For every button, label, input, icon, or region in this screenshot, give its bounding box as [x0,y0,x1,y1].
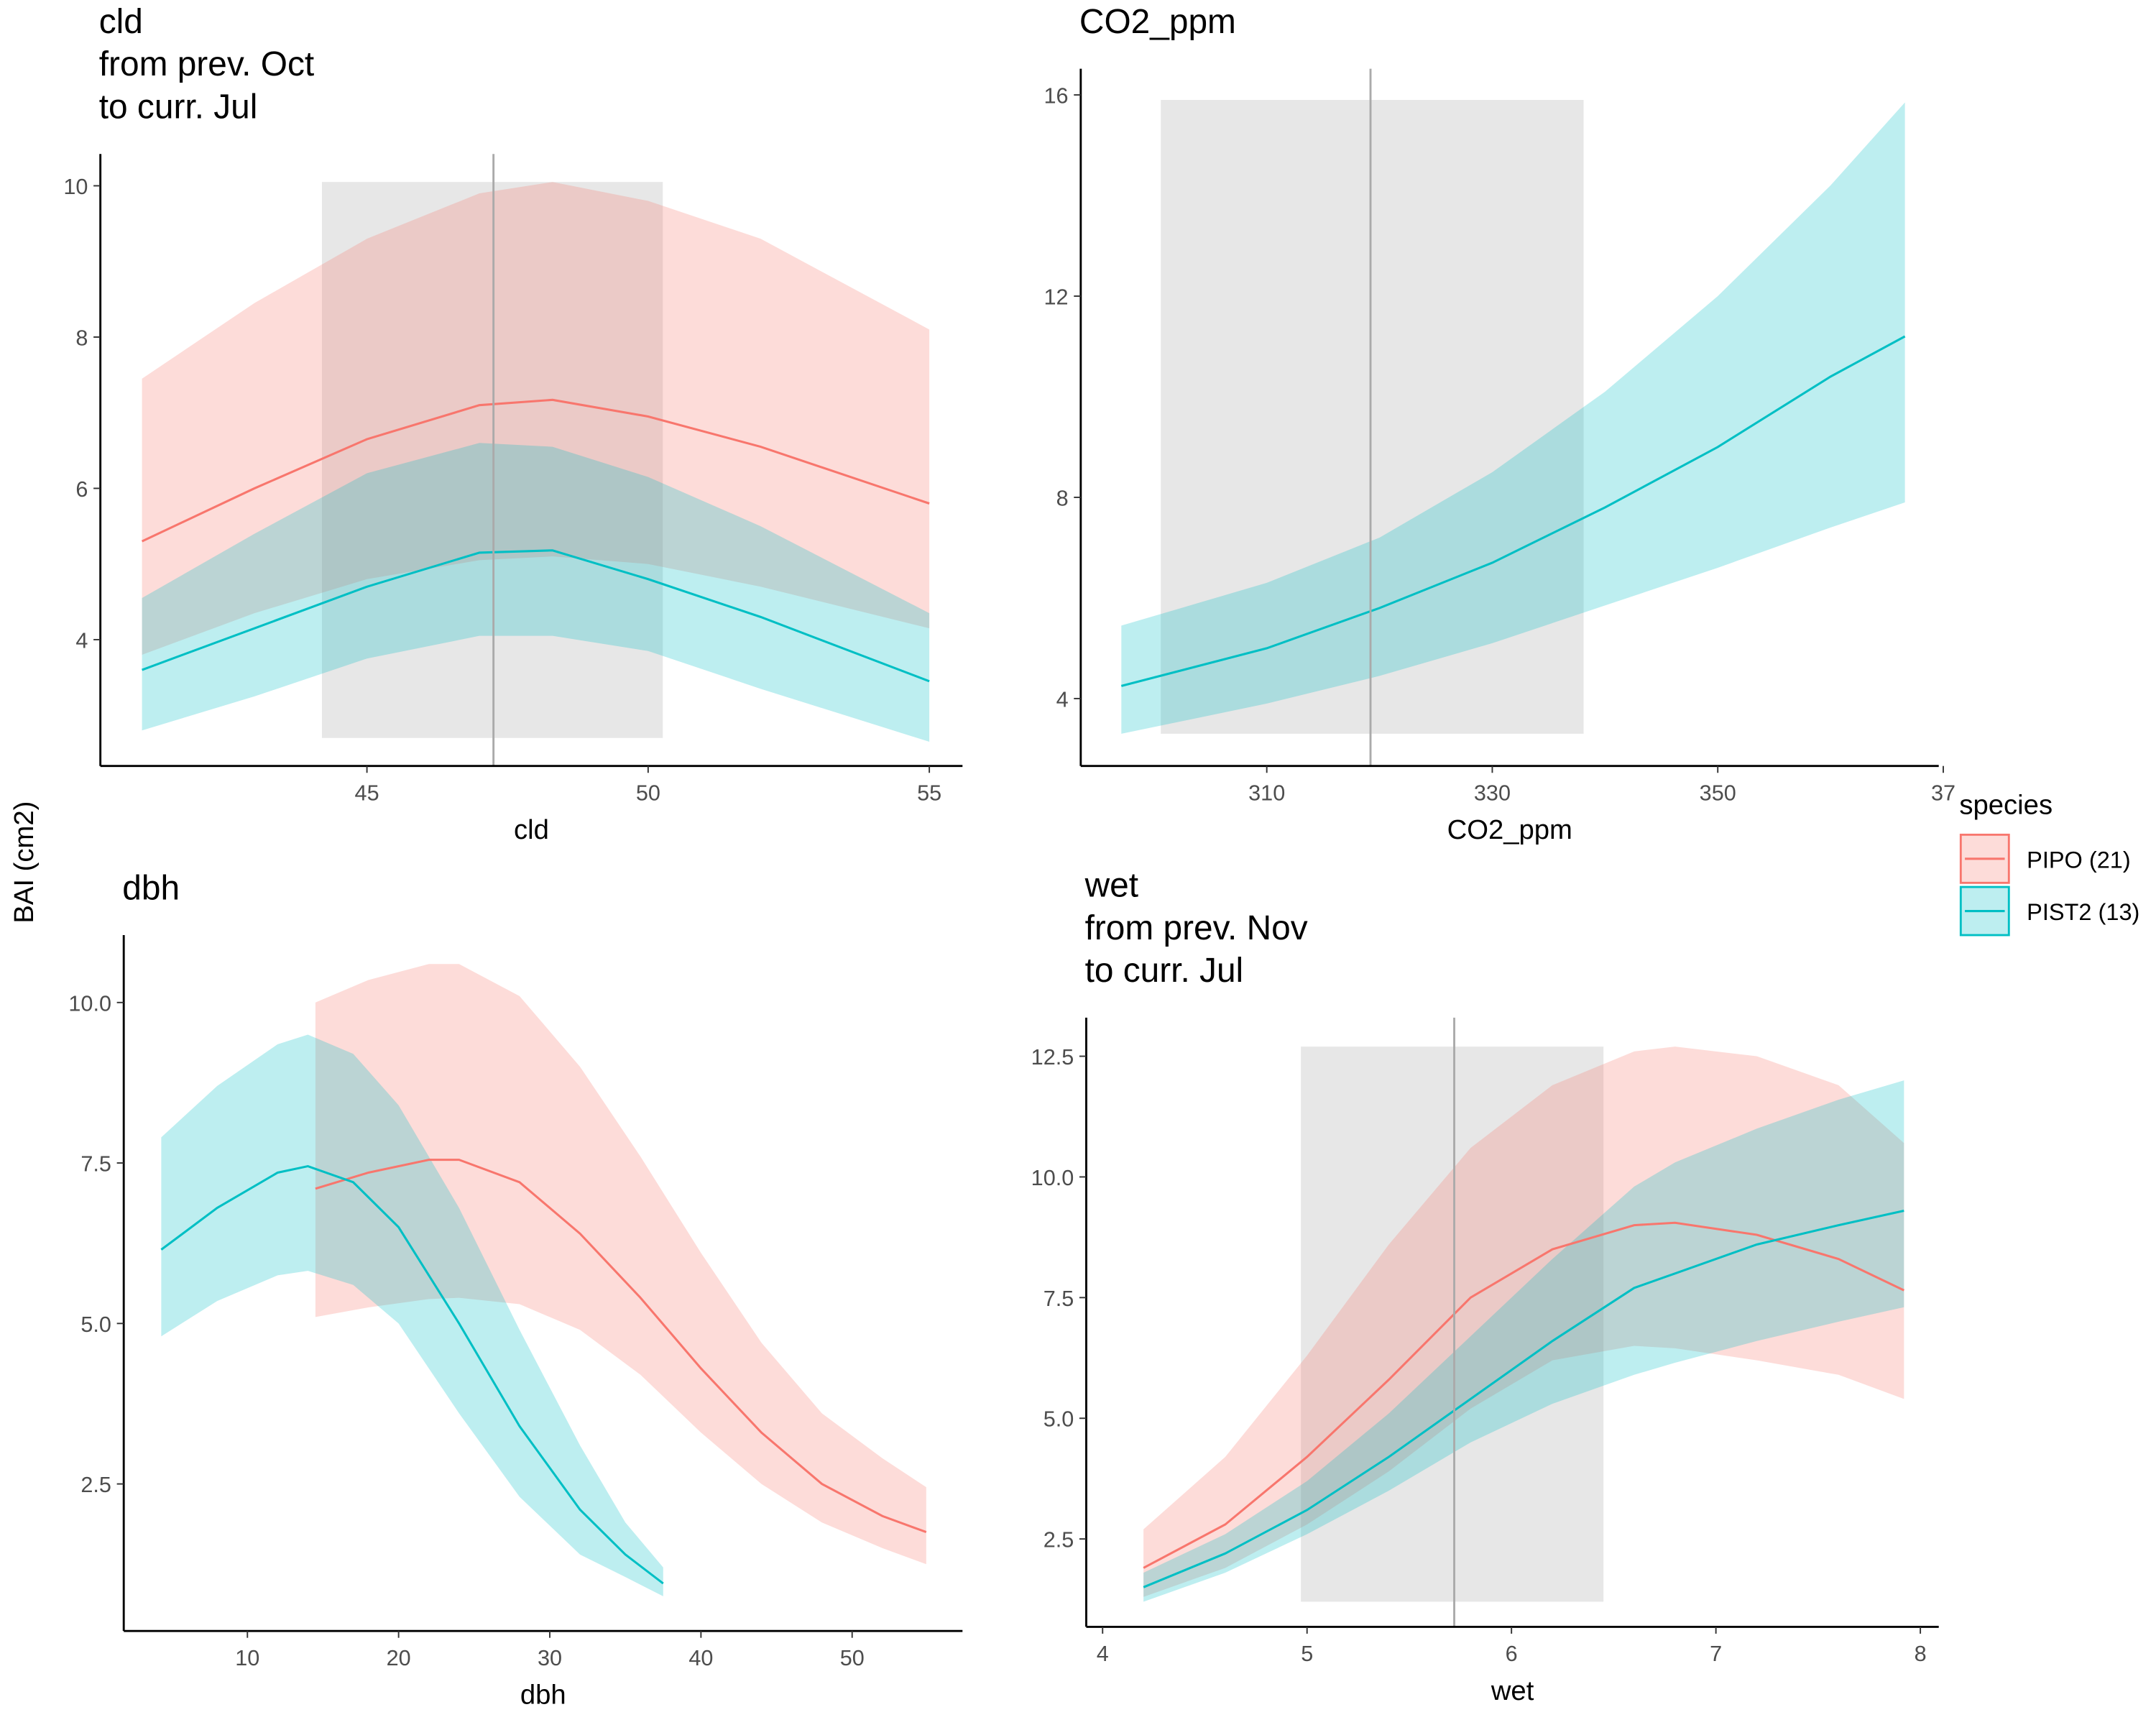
chart-title: from prev. Nov [1085,909,1308,947]
y-tick-label: 6 [75,477,88,502]
shaded-region [1301,1046,1604,1602]
chart-title: cld [99,3,143,41]
confidence-band [1121,102,1905,734]
legend-label: PIPO (21) [2027,847,2131,873]
chart-title: dbh [122,869,180,907]
x-tick-label: 50 [840,1646,865,1670]
x-axis-label: CO2_ppm [1447,814,1572,845]
x-tick-label: 310 [1248,781,1285,806]
y-tick-label: 5.0 [80,1312,111,1337]
line [315,1159,927,1534]
chart-title: to curr. Jul [1085,952,1244,990]
line [1143,1209,1904,1588]
confidence-band [1143,1046,1904,1597]
y-tick-label: 2.5 [1044,1528,1074,1552]
y-tick-label: 16 [1044,84,1069,109]
y-tick-label: 7.5 [80,1152,111,1177]
x-tick-label: 55 [917,781,941,806]
legend-title: species [1959,790,2053,821]
y-tick-label: 4 [75,628,88,653]
x-axis-label: cld [514,814,549,845]
x-tick-label: 45 [355,781,379,806]
x-tick-label: 5 [1301,1642,1313,1666]
chart-title: to curr. Jul [99,88,258,126]
x-tick-label: 30 [538,1646,562,1670]
legend-label: PIST2 (13) [2027,899,2139,925]
x-tick-label: 7 [1710,1642,1722,1666]
y-tick-label: 8 [75,326,88,350]
x-tick-label: 37 [1931,781,1955,806]
x-tick-label: 10 [235,1646,259,1670]
x-tick-label: 40 [688,1646,713,1670]
y-tick-label: 7.5 [1044,1287,1074,1311]
confidence-band [161,1034,663,1596]
y-tick-label: 12 [1044,285,1069,309]
x-tick-label: 50 [636,781,660,806]
line [141,398,930,543]
confidence-band [1143,1080,1904,1602]
confidence-band [315,964,926,1565]
y-tick-label: 5.0 [1044,1407,1074,1432]
x-tick-label: 330 [1474,781,1511,806]
x-tick-label: 6 [1506,1642,1518,1666]
shaded-region [1161,100,1584,734]
chart-title: wet [1084,866,1138,904]
y-tick-label: 10.0 [68,991,111,1016]
line [1120,335,1906,687]
x-axis-label: wet [1491,1675,1534,1706]
x-tick-label: 4 [1097,1642,1109,1666]
y-tick-label: 2.5 [80,1473,111,1497]
y-tick-label: 4 [1056,687,1069,712]
shaded-region [321,182,663,738]
x-axis-label: dbh [520,1680,566,1711]
y-tick-label: 10.0 [1031,1166,1074,1190]
line [160,1164,664,1585]
x-tick-label: 8 [1915,1642,1927,1666]
y-tick-label: 10 [63,175,88,199]
line [142,549,930,683]
line [1143,1221,1904,1569]
confidence-band [142,182,930,655]
y-tick-label: 12.5 [1031,1045,1074,1070]
x-tick-label: 20 [387,1646,411,1670]
y-tick-label: 8 [1056,486,1069,510]
y-axis-label: BAI (cm2) [9,801,40,924]
chart-title: CO2_ppm [1079,3,1236,41]
x-tick-label: 350 [1700,781,1736,806]
confidence-band [142,443,930,742]
chart-title: from prev. Oct [99,45,314,83]
